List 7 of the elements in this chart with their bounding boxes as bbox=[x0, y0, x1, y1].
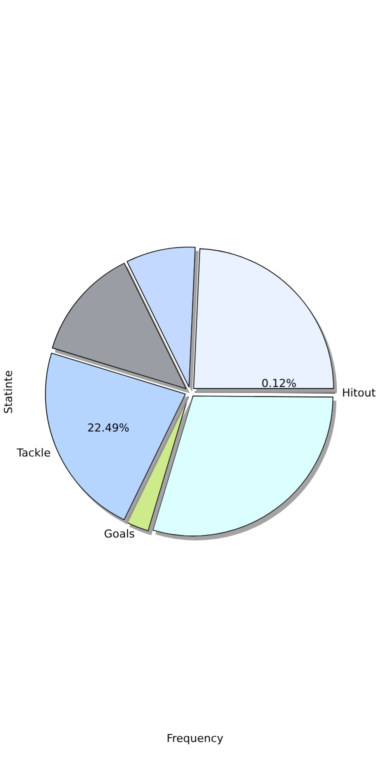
text: Frequency bbox=[166, 732, 224, 745]
slice-label: Hitout bbox=[342, 386, 376, 400]
data-label: 0.12% bbox=[262, 377, 296, 390]
text: Statinte bbox=[2, 370, 15, 414]
data-label: 22.49% bbox=[87, 421, 130, 434]
slice-label: Tackle bbox=[16, 446, 51, 460]
slice-label: Goals bbox=[104, 527, 136, 540]
